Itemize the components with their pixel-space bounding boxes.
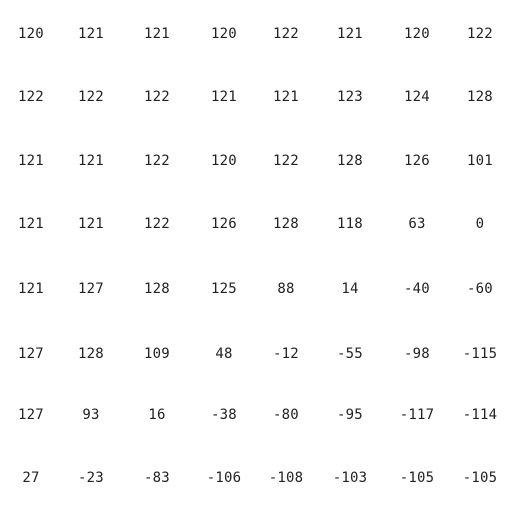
matrix-cell: 122 (144, 89, 170, 105)
matrix-cell: 128 (273, 216, 299, 232)
matrix-cell: -38 (211, 407, 237, 423)
matrix-cell: -106 (206, 470, 242, 486)
matrix-cell: -95 (337, 407, 363, 423)
matrix-cell: 88 (277, 281, 295, 297)
matrix-cell: 48 (215, 346, 233, 362)
matrix-cell: 63 (408, 216, 426, 232)
matrix-cell: -103 (332, 470, 368, 486)
matrix-cell: 123 (337, 89, 363, 105)
matrix-cell: 122 (144, 153, 170, 169)
matrix-cell: 124 (404, 89, 430, 105)
matrix-cell: 121 (78, 153, 104, 169)
matrix-cell: 121 (18, 153, 44, 169)
matrix-cell: 121 (337, 26, 363, 42)
matrix-cell: 121 (78, 26, 104, 42)
matrix-cell: 109 (144, 346, 170, 362)
matrix-cell: 120 (211, 153, 237, 169)
matrix-cell: 127 (78, 281, 104, 297)
matrix-cell: -115 (462, 346, 498, 362)
matrix-cell: -23 (78, 470, 104, 486)
matrix-cell: -80 (273, 407, 299, 423)
matrix-cell: 120 (18, 26, 44, 42)
matrix-cell: 121 (78, 216, 104, 232)
matrix-cell: 125 (211, 281, 237, 297)
matrix-cell: 122 (467, 26, 493, 42)
matrix-cell: 93 (82, 407, 100, 423)
matrix-cell: 128 (337, 153, 363, 169)
matrix-cell: -40 (404, 281, 430, 297)
matrix-cell: 120 (404, 26, 430, 42)
matrix-cell: 118 (337, 216, 363, 232)
matrix-cell: 127 (18, 407, 44, 423)
matrix-cell: -108 (268, 470, 304, 486)
matrix-cell: 121 (211, 89, 237, 105)
matrix-cell: -98 (404, 346, 430, 362)
matrix-cell: -105 (399, 470, 435, 486)
matrix-cell: -114 (462, 407, 498, 423)
matrix-cell: -60 (467, 281, 493, 297)
matrix-cell: 121 (18, 281, 44, 297)
matrix-cell: -105 (462, 470, 498, 486)
matrix-cell: -83 (144, 470, 170, 486)
matrix-cell: 120 (211, 26, 237, 42)
matrix-cell: 122 (18, 89, 44, 105)
matrix-cell: 122 (78, 89, 104, 105)
matrix-cell: 122 (273, 26, 299, 42)
matrix-cell: -117 (399, 407, 435, 423)
matrix-cell: 101 (467, 153, 493, 169)
matrix-cell: -55 (337, 346, 363, 362)
matrix-cell: 121 (273, 89, 299, 105)
matrix-cell: 16 (148, 407, 166, 423)
matrix-cell: -12 (273, 346, 299, 362)
matrix-cell: 0 (475, 216, 485, 232)
matrix-cell: 121 (144, 26, 170, 42)
matrix-cell: 128 (78, 346, 104, 362)
matrix-cell: 126 (211, 216, 237, 232)
matrix-cell: 121 (18, 216, 44, 232)
matrix-cell: 128 (144, 281, 170, 297)
matrix-cell: 127 (18, 346, 44, 362)
matrix-cell: 27 (22, 470, 40, 486)
matrix-cell: 122 (144, 216, 170, 232)
matrix-cell: 126 (404, 153, 430, 169)
matrix-cell: 14 (341, 281, 359, 297)
matrix-cell: 128 (467, 89, 493, 105)
matrix-cell: 122 (273, 153, 299, 169)
